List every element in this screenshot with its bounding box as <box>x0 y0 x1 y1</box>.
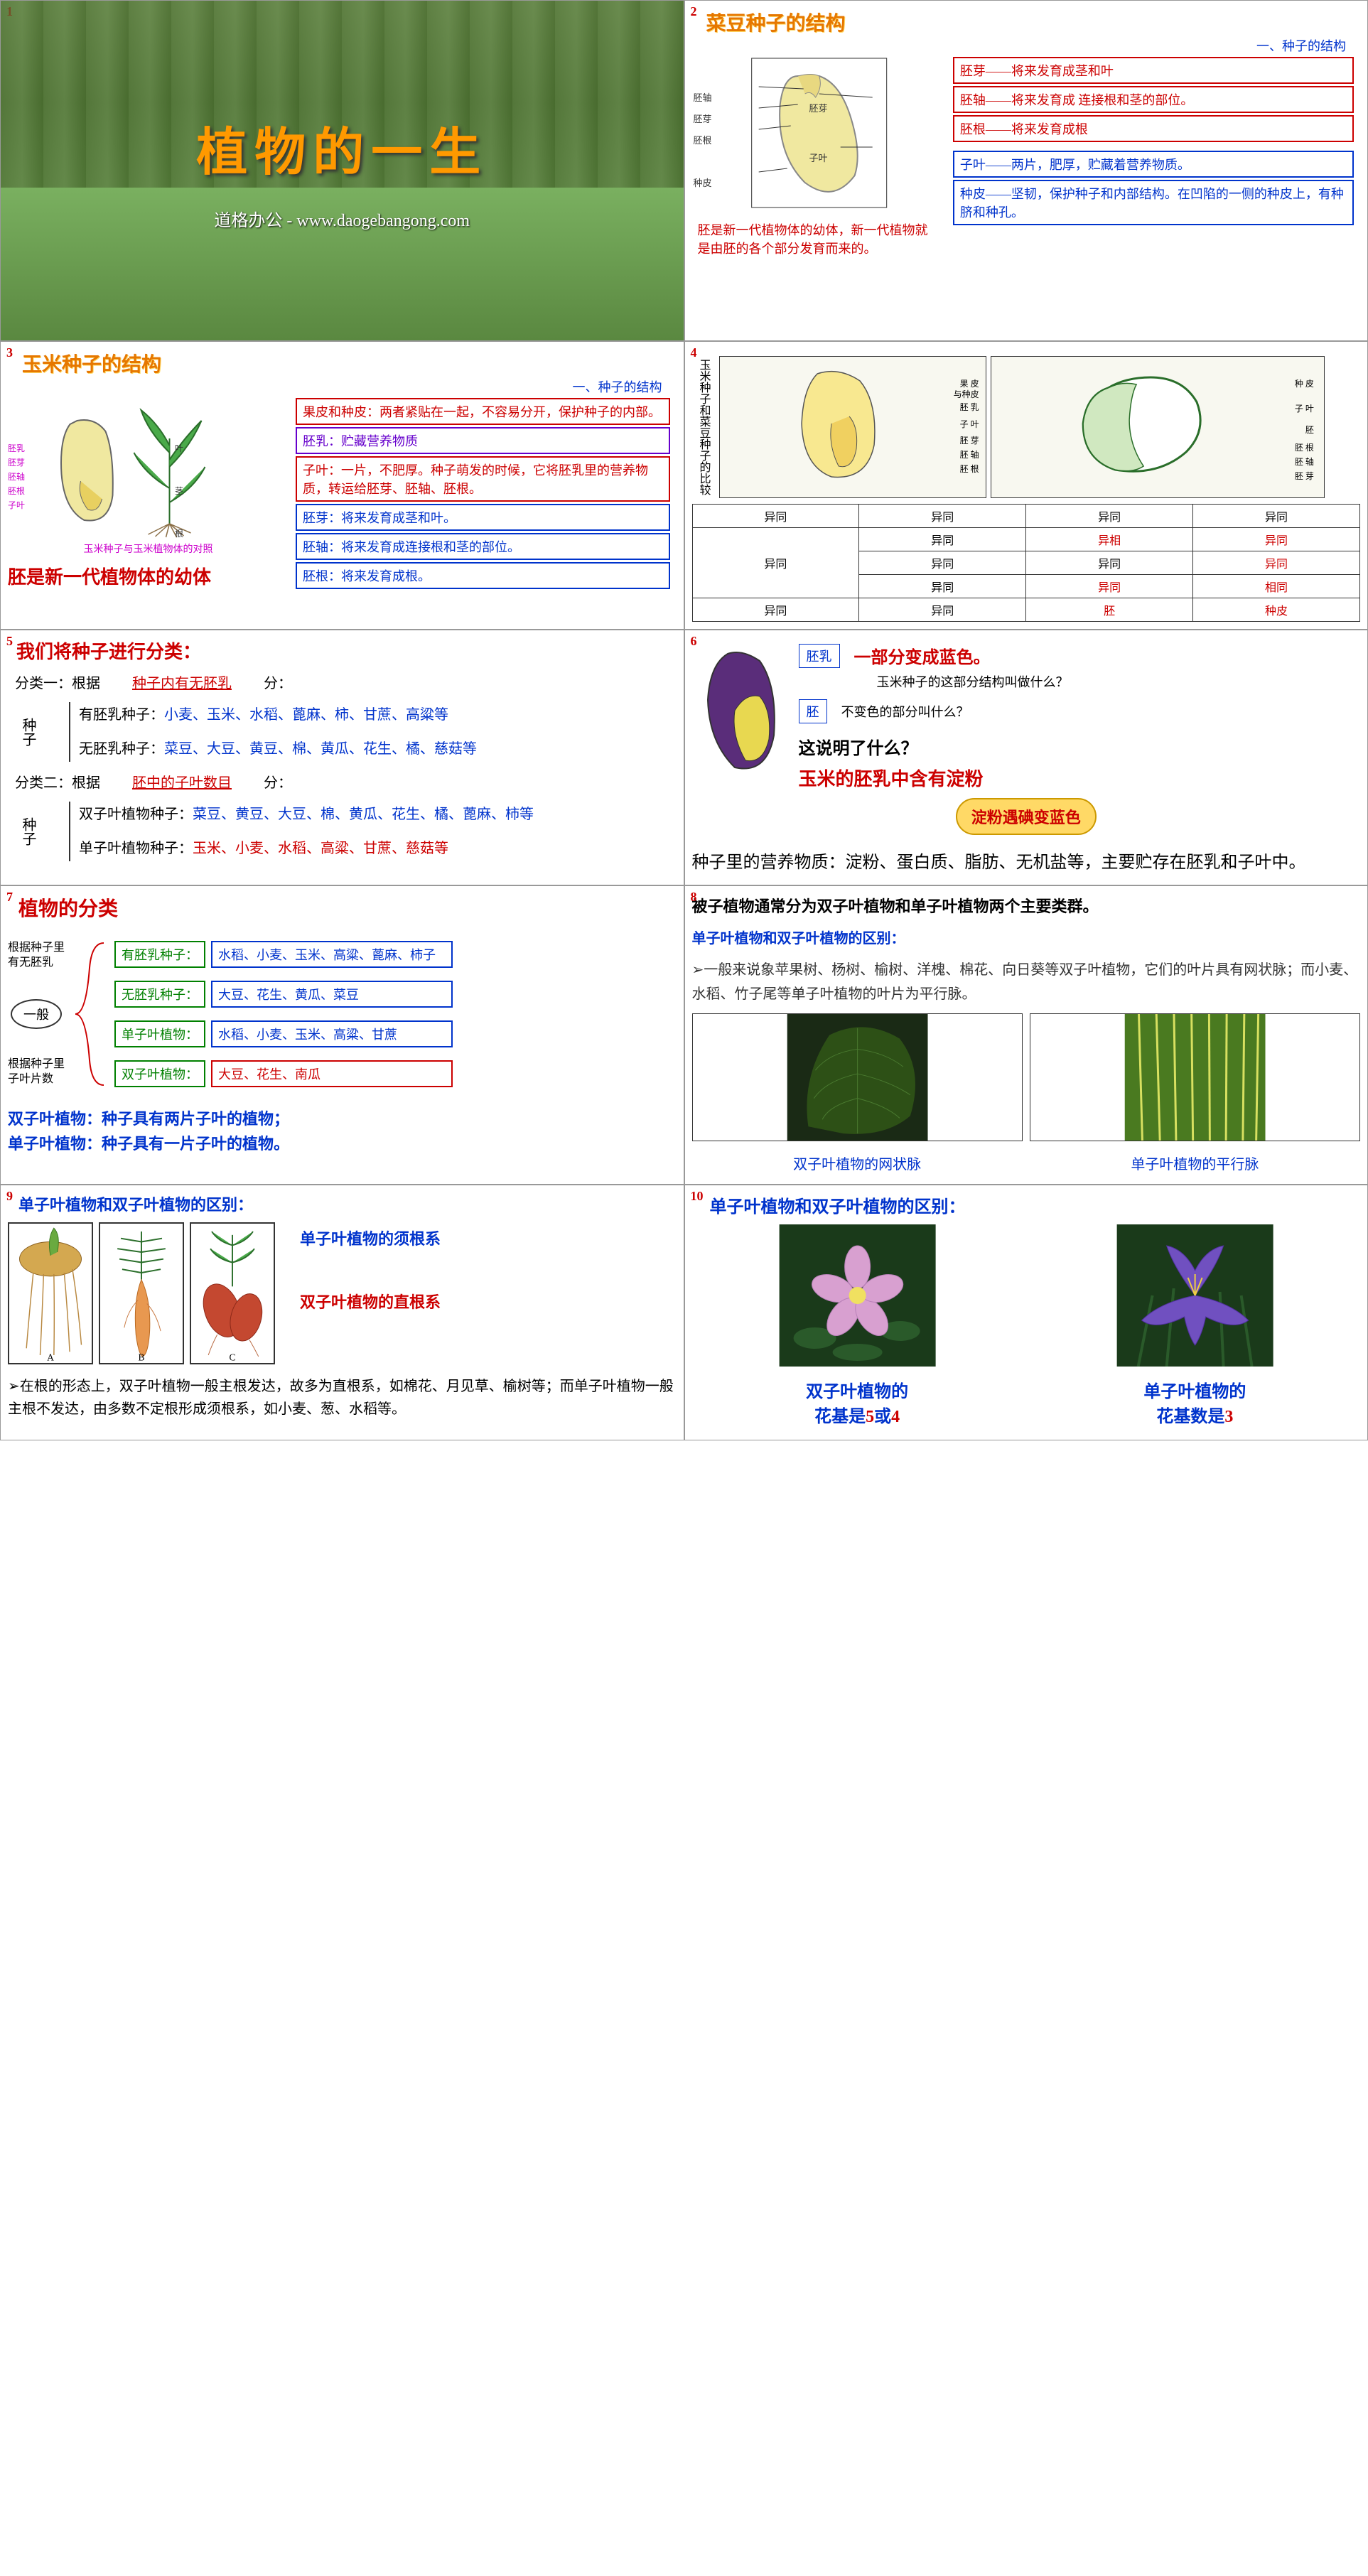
lbl: 胚乳 <box>8 442 25 454</box>
s3-subtitle: 一、种子的结构 <box>8 377 677 396</box>
slide-9: 9 单子叶植物和双子叶植物的区别： A <box>0 1185 684 1440</box>
s3-b5: 胚轴：将来发育成连接根和茎的部位。 <box>296 533 670 560</box>
s9-body: ➢在根的形态上，双子叶植物一般主根发达，故多为直根系，如棉花、月见草、榆树等；而… <box>8 1375 677 1421</box>
svg-text:A: A <box>47 1352 54 1363</box>
slide-10: 10 单子叶植物和双子叶植物的区别： 双子叶植物的花基是5或4 <box>684 1185 1368 1440</box>
svg-text:B: B <box>138 1352 144 1363</box>
s3-caption: 玉米种子与玉米植物体的对照 <box>8 541 289 556</box>
s2-b4: 子叶——两片，肥厚，贮藏着营养物质。 <box>953 151 1354 178</box>
lbl: 根 <box>175 527 183 539</box>
slide-8: 8 被子植物通常分为双子叶植物和单子叶植物两个主要类群。 单子叶植物和双子叶植物… <box>684 885 1368 1185</box>
s2-title: 菜豆种子的结构 <box>706 8 846 36</box>
root-b: B <box>99 1222 184 1364</box>
slide-num-10: 10 <box>691 1189 704 1204</box>
lbl: 胚芽 <box>8 456 25 468</box>
corn-diagram <box>8 396 289 538</box>
s7-title: 植物的分类 <box>18 893 677 922</box>
tag-embryo: 胚 <box>799 699 827 723</box>
s6-seed-svg <box>692 643 792 778</box>
lbl: 胚根 <box>8 485 25 497</box>
slide-num-3: 3 <box>6 345 13 360</box>
slide-num-9: 9 <box>6 1189 13 1204</box>
slide-num-7: 7 <box>6 890 13 905</box>
s9-title: 单子叶植物和双子叶植物的区别： <box>18 1192 677 1215</box>
subtitle: 道格办公 - www.daogebangong.com <box>214 206 470 231</box>
bracket-icon <box>72 932 107 1096</box>
lbl: 胚轴 <box>8 470 25 483</box>
slide-num-6: 6 <box>691 634 697 649</box>
s10-title: 单子叶植物和双子叶植物的区别： <box>710 1192 1361 1217</box>
slide-num-4: 4 <box>691 345 697 360</box>
s3-bottom: 胚是新一代植物体的幼体 <box>8 563 289 589</box>
net-leaf-svg <box>692 1013 1023 1141</box>
root-node: 一般 <box>11 999 62 1029</box>
root-c: C <box>190 1222 275 1364</box>
s4-table: 异同异同异同异同 异同异同异相异同 异同异同异同 异同异同相同 异同异同胚种皮 <box>692 504 1361 622</box>
svg-text:C: C <box>229 1352 235 1363</box>
slide-1: 1 植物的一生 道格办公 - www.daogebangong.com <box>0 0 684 341</box>
s3-b2: 胚乳：贮藏营养物质 <box>296 427 670 454</box>
s4-bean-svg <box>994 360 1321 487</box>
slide-6: 6 胚乳 一部分变成蓝色。 玉米种子的这部分结构叫做什么？ 胚 不变色的部分叫什… <box>684 630 1368 885</box>
callout: 淀粉遇碘变蓝色 <box>956 798 1097 835</box>
root-a: A <box>8 1222 93 1364</box>
lbl: 叶 <box>175 442 183 454</box>
lbl: 茎 <box>175 485 183 497</box>
slide-grid: 1 植物的一生 道格办公 - www.daogebangong.com 2 菜豆… <box>0 0 1368 1440</box>
flower3-svg <box>1030 1224 1360 1367</box>
tag-endosperm: 胚乳 <box>799 644 840 668</box>
s2-desc: 胚是新一代植物体的幼体，新一代植物就是由胚的各个部分发育而来的。 <box>692 215 946 263</box>
slide-5: 5 我们将种子进行分类： 分类一：根据 种子内有无胚乳 分： 种子 有胚乳种子：… <box>0 630 684 885</box>
slide-num-5: 5 <box>6 634 13 649</box>
lbl: 胚芽 <box>809 101 828 114</box>
main-title: 植物的一生 <box>196 110 488 185</box>
s4-corn-svg <box>723 360 983 487</box>
s3-title: 玉米种子的结构 <box>22 349 161 377</box>
lbl: 胚轴 <box>694 90 712 104</box>
s3-b3: 子叶：一片，不肥厚。种子萌发的时候，它将胚乳里的营养物质，转运给胚芽、胚轴、胚根… <box>296 456 670 502</box>
flower5-svg <box>692 1224 1023 1367</box>
slide-num-2: 2 <box>691 4 697 19</box>
lbl: 胚根 <box>694 133 712 146</box>
s2-b2: 胚轴——将来发育成 连接根和茎的部位。 <box>953 86 1354 113</box>
slide-4: 4 玉米种子和菜豆种子的比较 果 皮 与种皮 胚 乳 子 叶 胚 芽 胚 轴 胚… <box>684 341 1368 630</box>
s4-vert: 玉米种子和菜豆种子的比较 <box>692 356 715 498</box>
s3-b1: 果皮和种皮：两者紧贴在一起，不容易分开，保护种子的内部。 <box>296 398 670 425</box>
s6-bottom: 种子里的营养物质：淀粉、蛋白质、脂肪、无机盐等，主要贮存在胚乳和子叶中。 <box>692 849 1361 876</box>
s3-b4: 胚芽：将来发育成茎和叶。 <box>296 504 670 531</box>
s3-b6: 胚根：将来发育成根。 <box>296 562 670 589</box>
lbl: 子叶 <box>809 151 828 164</box>
parallel-leaf-svg <box>1030 1013 1360 1141</box>
s2-subtitle: 一、种子的结构 <box>692 36 1361 55</box>
lbl: 种皮 <box>694 176 712 189</box>
s2-b1: 胚芽——将来发育成茎和叶 <box>953 57 1354 84</box>
lbl: 胚芽 <box>694 112 712 125</box>
slide-2: 2 菜豆种子的结构 一、种子的结构 胚轴 胚芽 胚根 种皮 胚芽 子叶 <box>684 0 1368 341</box>
s2-b5: 种皮——坚韧，保护种子和内部结构。在凹陷的一侧的种皮上，有种脐和种孔。 <box>953 180 1354 225</box>
slide-3: 3 玉米种子的结构 一、种子的结构 <box>0 341 684 630</box>
slide-7: 7 植物的分类 根据种子里有无胚乳 一般 根据种子里子叶片数 有胚乳种子：水稻、… <box>0 885 684 1185</box>
s2-b3: 胚根——将来发育成根 <box>953 115 1354 142</box>
lbl: 子叶 <box>8 499 25 511</box>
s5-title: 我们将种子进行分类： <box>16 642 201 662</box>
bean-diagram <box>692 55 946 211</box>
slide-num-8: 8 <box>691 890 697 905</box>
